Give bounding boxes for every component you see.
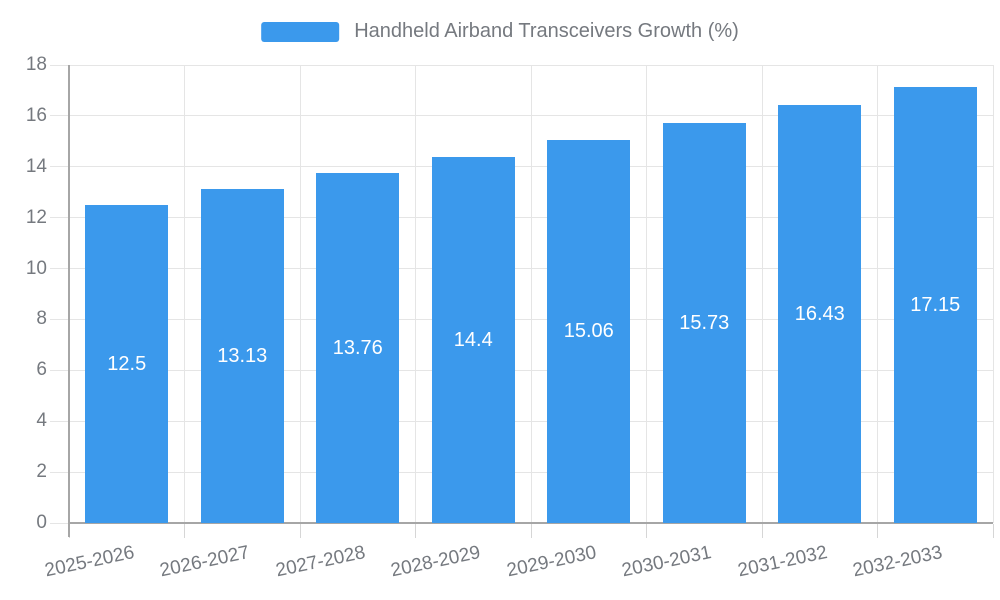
- x-axis-tick: [877, 524, 878, 538]
- gridline-horizontal: [50, 471, 993, 473]
- gridline-horizontal: [50, 318, 993, 320]
- x-axis-tick: [530, 524, 532, 538]
- gridline-vertical: [184, 65, 185, 523]
- x-axis-tick: [761, 524, 763, 538]
- y-axis-label: 2: [36, 461, 47, 483]
- bar-value-label: 17.15: [910, 293, 961, 316]
- gridline-horizontal: [50, 217, 993, 219]
- gridline-vertical: [877, 65, 878, 523]
- bar: [200, 188, 284, 523]
- gridline-vertical: [415, 65, 416, 523]
- bar-value-label: 12.5: [107, 352, 147, 375]
- bar-value-label: 15.06: [563, 320, 614, 343]
- y-axis-label: 10: [25, 257, 47, 279]
- y-axis-label: 6: [36, 359, 47, 381]
- bar: [431, 156, 515, 523]
- y-axis-label: 12: [25, 206, 47, 228]
- y-axis-label: 18: [25, 54, 47, 75]
- bar-value-label: 16.43: [794, 302, 845, 325]
- bar-value-label: 15.73: [679, 311, 730, 334]
- legend-label: Handheld Airband Transceivers Growth (%): [354, 20, 739, 42]
- gridline-vertical: [530, 65, 532, 523]
- gridline-horizontal: [50, 115, 993, 117]
- bar: [85, 204, 169, 523]
- x-axis-line: [69, 522, 993, 524]
- gridline-horizontal: [50, 166, 993, 168]
- gridline-vertical: [992, 65, 994, 523]
- x-axis-tick: [184, 524, 185, 538]
- gridline-horizontal: [50, 420, 993, 422]
- x-axis-tick: [415, 524, 416, 538]
- gridline-horizontal: [50, 369, 993, 371]
- y-axis-label: 14: [25, 155, 47, 177]
- bar-value-label: 13.13: [217, 344, 268, 367]
- x-axis-label: 2028-2029: [389, 542, 483, 582]
- bar: [893, 86, 977, 523]
- legend-swatch: [261, 21, 340, 42]
- x-axis-label: 2026-2027: [158, 542, 252, 582]
- x-axis-label: 2031-2032: [735, 542, 830, 582]
- x-axis-tick: [992, 524, 994, 538]
- x-axis-label: 2029-2030: [504, 542, 599, 582]
- chart-legend: Handheld Airband Transceivers Growth (%): [261, 20, 739, 43]
- gridline-vertical: [646, 65, 647, 523]
- x-axis-label: 2032-2033: [851, 542, 945, 582]
- gridline-vertical: [299, 65, 301, 523]
- x-axis-label: 2027-2028: [273, 542, 368, 582]
- x-axis-label: 2025-2026: [42, 542, 137, 582]
- bar: [662, 122, 746, 523]
- x-axis-tick: [646, 524, 647, 538]
- bar-value-label: 14.4: [453, 328, 493, 351]
- gridline-vertical: [761, 65, 763, 523]
- y-axis-tick: [50, 522, 69, 524]
- y-axis-label: 0: [36, 512, 47, 533]
- x-axis-label: 2030-2031: [620, 542, 714, 582]
- bar-value-label: 13.76: [332, 336, 383, 359]
- y-axis-line: [68, 65, 70, 537]
- gridline-horizontal: [50, 268, 993, 270]
- y-axis-label: 4: [36, 410, 47, 432]
- y-axis-label: 8: [36, 308, 47, 330]
- bar: [778, 104, 862, 523]
- x-axis-tick: [299, 524, 301, 538]
- gridline-horizontal: [50, 64, 993, 66]
- bar: [547, 139, 631, 523]
- bar: [316, 172, 400, 523]
- y-axis-label: 16: [25, 104, 47, 126]
